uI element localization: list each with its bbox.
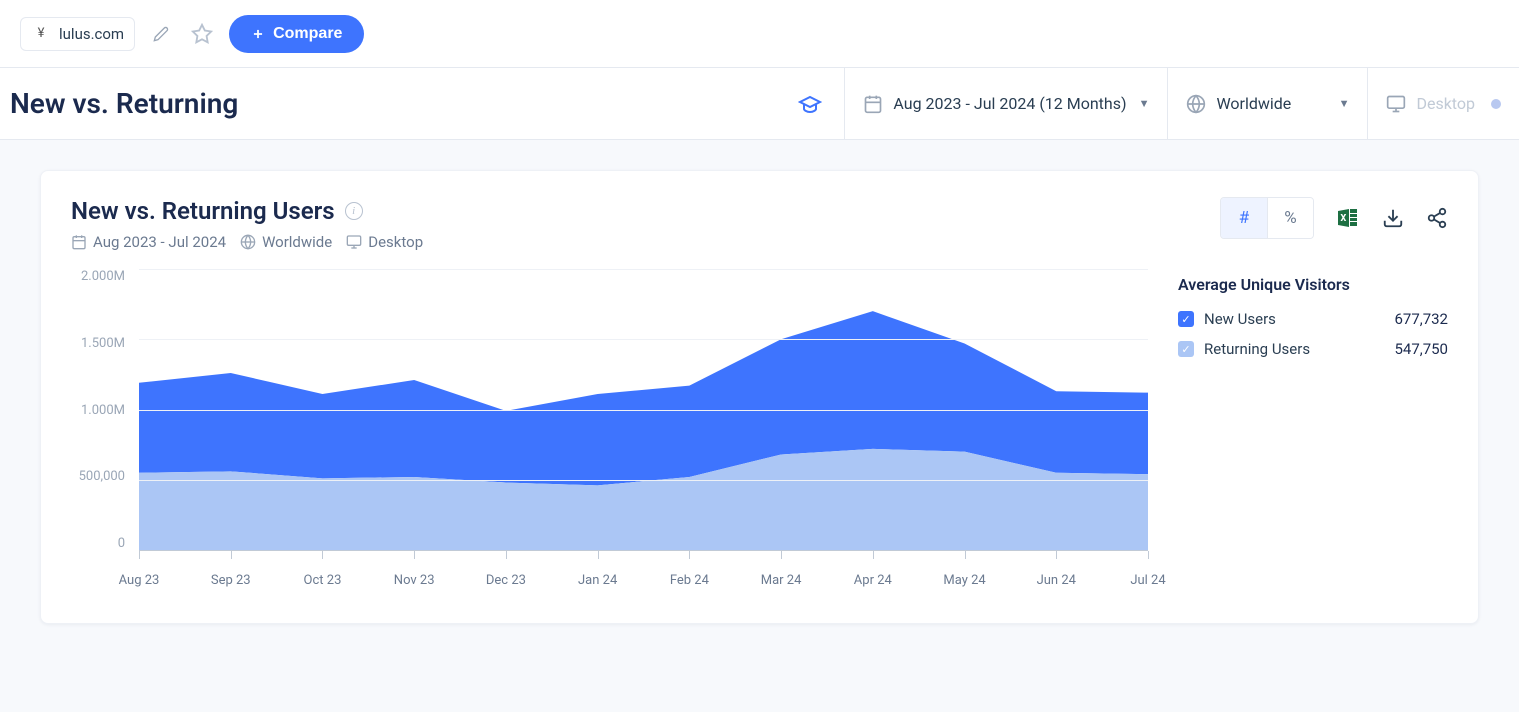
grid-line [139,480,1148,481]
toggle-percent[interactable]: % [1267,198,1313,238]
x-tick [598,551,599,559]
x-tick [689,551,690,559]
x-tick [965,551,966,559]
legend-checkbox[interactable]: ✓ [1178,341,1194,357]
legend-row[interactable]: ✓ Returning Users 547,750 [1178,340,1448,358]
grid-line [139,339,1148,340]
x-tick [1056,551,1057,559]
calendar-icon [863,94,883,114]
x-tick-label: Feb 24 [670,573,709,588]
y-tick-label: 1.000M [71,403,125,418]
device-label: Desktop [1416,94,1475,113]
x-tick-label: Dec 23 [486,573,526,588]
desktop-icon [1386,94,1406,114]
legend-label: Returning Users [1204,340,1310,358]
x-tick-label: May 24 [943,573,985,588]
legend-panel: Average Unique Visitors ✓ New Users 677,73… [1178,269,1448,593]
legend-label: New Users [1204,310,1276,328]
toggle-number[interactable]: # [1221,198,1267,238]
x-tick-label: Jul 24 [1130,573,1165,588]
x-tick [873,551,874,559]
x-tick [1148,551,1149,559]
region-label: Worldwide [1216,94,1326,113]
y-axis-labels: 2.000M 1.500M 1.000M 500,000 0 [71,269,133,551]
status-dot [1491,99,1501,109]
new-vs-returning-card: New vs. Returning Users i Aug 2023 - Jul… [40,170,1479,624]
favorite-icon[interactable] [187,19,217,49]
chevron-down-icon: ▼ [1339,97,1350,110]
card-title: New vs. Returning Users [71,197,335,225]
content: New vs. Returning Users i Aug 2023 - Jul… [0,140,1519,654]
site-favicon: ¥ [31,24,51,44]
download-icon[interactable] [1382,207,1404,229]
compare-button[interactable]: Compare [229,15,364,53]
top-bar: ¥ lulus.com Compare [0,0,1519,68]
legend-row[interactable]: ✓ New Users 677,732 [1178,310,1448,328]
card-meta: Aug 2023 - Jul 2024 Worldwide Desktop [71,233,423,251]
card-device: Desktop [368,233,423,251]
value-mode-toggle: # % [1220,197,1314,239]
y-tick-label: 500,000 [71,469,125,484]
share-icon[interactable] [1426,207,1448,229]
x-tick-label: Jun 24 [1037,573,1076,588]
site-name: lulus.com [59,25,124,43]
plot-box [139,269,1148,551]
x-tick [231,551,232,559]
site-chip[interactable]: ¥ lulus.com [20,17,135,51]
date-range-filter[interactable]: Aug 2023 - Jul 2024 (12 Months) ▼ [844,68,1167,139]
grid-line [139,269,1148,270]
region-filter[interactable]: Worldwide ▼ [1167,68,1367,139]
excel-export-icon[interactable] [1336,206,1360,230]
grid-line [139,410,1148,411]
x-tick [322,551,323,559]
page-title: New vs. Returning [0,87,792,120]
x-tick-label: Sep 23 [211,573,251,588]
card-header: New vs. Returning Users i Aug 2023 - Jul… [71,197,1448,251]
y-tick-label: 2.000M [71,269,125,284]
legend-value: 677,732 [1394,310,1448,328]
x-tick-label: Mar 24 [761,573,802,588]
card-tools: # % [1220,197,1448,239]
x-tick [414,551,415,559]
calendar-icon [71,234,87,250]
education-icon[interactable] [792,92,828,116]
x-tick-label: Apr 24 [854,573,892,588]
x-tick [506,551,507,559]
x-tick [139,551,140,559]
legend-checkbox[interactable]: ✓ [1178,311,1194,327]
chevron-down-icon: ▼ [1139,97,1150,110]
x-tick-label: Nov 23 [394,573,435,588]
x-tick [781,551,782,559]
legend-title: Average Unique Visitors [1178,275,1448,294]
card-region: Worldwide [262,233,332,251]
compare-label: Compare [273,25,342,43]
chart-area: 2.000M 1.500M 1.000M 500,000 0 Aug 23 Sep 23 O… [71,269,1148,593]
info-icon[interactable]: i [345,202,363,220]
card-body: 2.000M 1.500M 1.000M 500,000 0 Aug 23 Sep 23 O… [71,269,1448,593]
date-range-label: Aug 2023 - Jul 2024 (12 Months) [893,94,1126,113]
page-header: New vs. Returning Aug 2023 - Jul 2024 (1… [0,68,1519,140]
x-tick-label: Oct 23 [304,573,342,588]
card-date: Aug 2023 - Jul 2024 [93,233,226,251]
x-tick-label: Aug 23 [119,573,160,588]
x-ticks [139,551,1148,559]
x-axis-labels: Aug 23Sep 23Oct 23Nov 23Dec 23Jan 24Feb … [139,573,1148,593]
x-tick-label: Jan 24 [578,573,617,588]
device-filter: Desktop [1367,68,1519,139]
edit-icon[interactable] [147,20,175,48]
y-tick-label: 1.500M [71,336,125,351]
globe-icon [240,234,256,250]
y-tick-label: 0 [71,536,125,551]
legend-value: 547,750 [1394,340,1448,358]
desktop-icon [346,234,362,250]
plus-icon [251,27,265,41]
globe-icon [1186,94,1206,114]
